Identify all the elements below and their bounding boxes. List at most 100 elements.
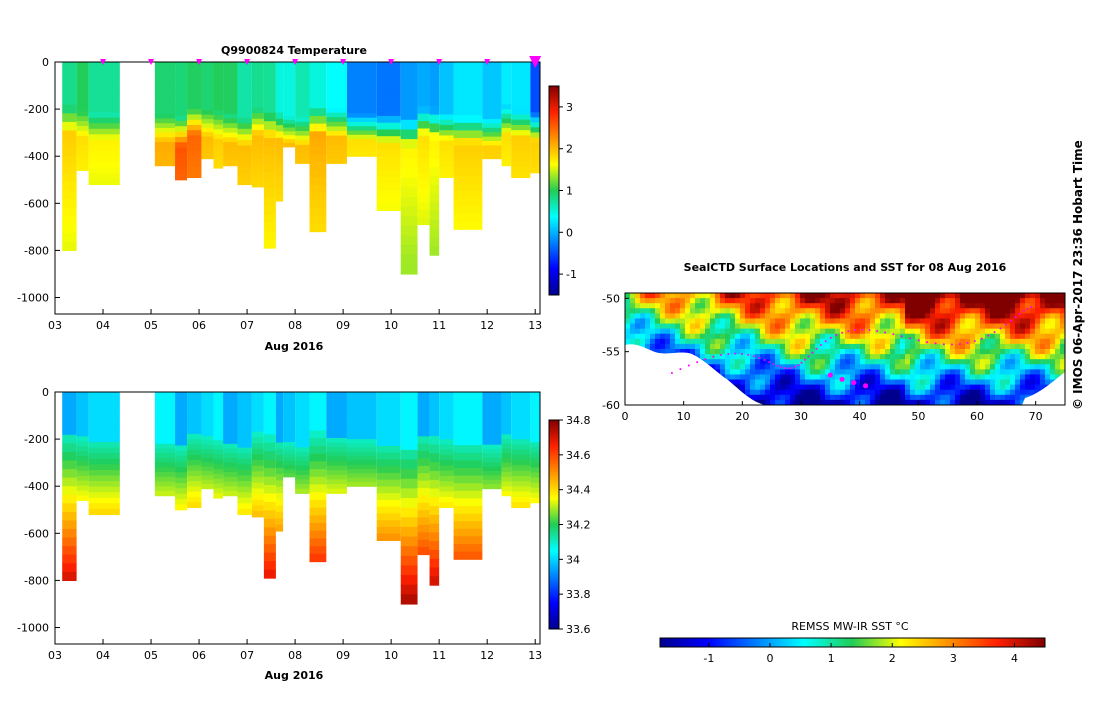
sst-cell	[745, 364, 751, 370]
sst-cell	[710, 293, 716, 299]
profile-cell	[309, 445, 327, 455]
profile-cell	[511, 172, 531, 179]
sst-cell	[710, 338, 716, 345]
profile-cell	[346, 481, 377, 487]
sst-cell	[690, 328, 696, 335]
profile-cell	[346, 134, 377, 140]
profile-cell	[237, 117, 252, 124]
sst-cell	[740, 303, 746, 309]
sst-cell	[865, 323, 871, 330]
profile-cell	[237, 123, 252, 130]
profile-cell	[213, 100, 224, 106]
profile-cell	[263, 214, 276, 224]
profile-cell	[251, 175, 264, 182]
sst-cell	[1035, 364, 1041, 370]
sst-cell	[800, 394, 806, 401]
profile-cell	[429, 193, 440, 204]
sst-cell	[920, 308, 926, 314]
profile-cell	[400, 148, 418, 159]
sst-cell	[1030, 303, 1036, 309]
profile-cell	[223, 420, 238, 426]
sst-cell	[1025, 343, 1031, 350]
sst-cell	[1035, 303, 1041, 309]
profile-cell	[326, 392, 347, 398]
profile-cell	[283, 411, 296, 416]
sst-cell	[965, 399, 971, 405]
sst-cell	[850, 328, 856, 335]
x-tick-label: 05	[144, 319, 158, 332]
sst-cell	[1055, 313, 1061, 319]
sst-cell	[720, 338, 726, 345]
sst-cell	[720, 364, 726, 370]
sst-cell	[800, 313, 806, 319]
profile-cell	[482, 400, 502, 406]
profile-cell	[62, 486, 77, 496]
sst-cell	[960, 313, 966, 319]
sst-cell	[905, 318, 911, 325]
sst-cell	[815, 303, 821, 309]
sst-cell	[625, 338, 631, 345]
profile-cell	[400, 225, 418, 237]
track-point	[734, 352, 737, 355]
profile-cell	[62, 139, 77, 149]
sst-cell	[795, 359, 801, 365]
sst-cell	[765, 328, 771, 335]
profile-cell	[482, 418, 502, 424]
profile-cell	[201, 471, 214, 476]
sst-cell	[830, 374, 836, 381]
profile-cell	[439, 392, 454, 398]
sst-cell	[915, 313, 921, 319]
profile-cell	[453, 176, 483, 185]
sst-cell	[855, 333, 861, 340]
track-point	[876, 330, 879, 333]
profile-cell	[201, 449, 214, 455]
profile-cell	[76, 490, 89, 497]
sst-cell	[855, 394, 861, 401]
sst-cell	[1040, 364, 1046, 370]
profile-cell	[326, 89, 347, 95]
sst-cell	[905, 303, 911, 309]
sst-cell	[805, 379, 811, 386]
x-tick-label: 04	[96, 319, 110, 332]
sst-cell	[975, 349, 981, 355]
sst-cell	[995, 349, 1001, 355]
sst-cell	[980, 364, 986, 370]
sst-cell	[795, 303, 801, 309]
sst-cell	[675, 333, 681, 340]
profile-cell	[309, 438, 327, 447]
profile-cell	[263, 112, 276, 122]
sst-cell	[860, 399, 866, 405]
sst-cell	[780, 323, 786, 330]
profile-cell	[439, 82, 454, 89]
sst-cell	[660, 293, 666, 299]
profile-cell	[429, 400, 440, 411]
profile-cell	[439, 88, 454, 95]
profile-cell	[417, 399, 430, 408]
sst-cell	[860, 343, 866, 350]
sst-cell	[655, 308, 661, 314]
sst-cell	[755, 338, 761, 345]
profile-cell	[453, 536, 483, 545]
sst-cell	[850, 323, 856, 330]
sst-cell	[1045, 298, 1051, 304]
sst-cell	[745, 298, 751, 304]
profile-cell	[187, 151, 202, 158]
sst-cell	[855, 349, 861, 355]
profile-cell	[439, 130, 454, 137]
profile-cell	[417, 113, 430, 122]
sst-cell	[785, 379, 791, 386]
profile-cell	[263, 78, 276, 88]
sst-cell	[880, 394, 886, 401]
profile-cell	[175, 131, 188, 138]
profile-cell	[429, 211, 440, 221]
profile-cell	[346, 451, 377, 457]
sst-cell	[870, 379, 876, 386]
profile-cell	[501, 476, 512, 483]
sst-cell	[715, 313, 721, 319]
track-point	[811, 351, 814, 354]
sst-cell	[710, 313, 716, 319]
profile-cell	[154, 123, 176, 129]
profile-cell	[154, 142, 176, 148]
sst-cell	[665, 343, 671, 350]
profile-cell	[154, 410, 176, 417]
